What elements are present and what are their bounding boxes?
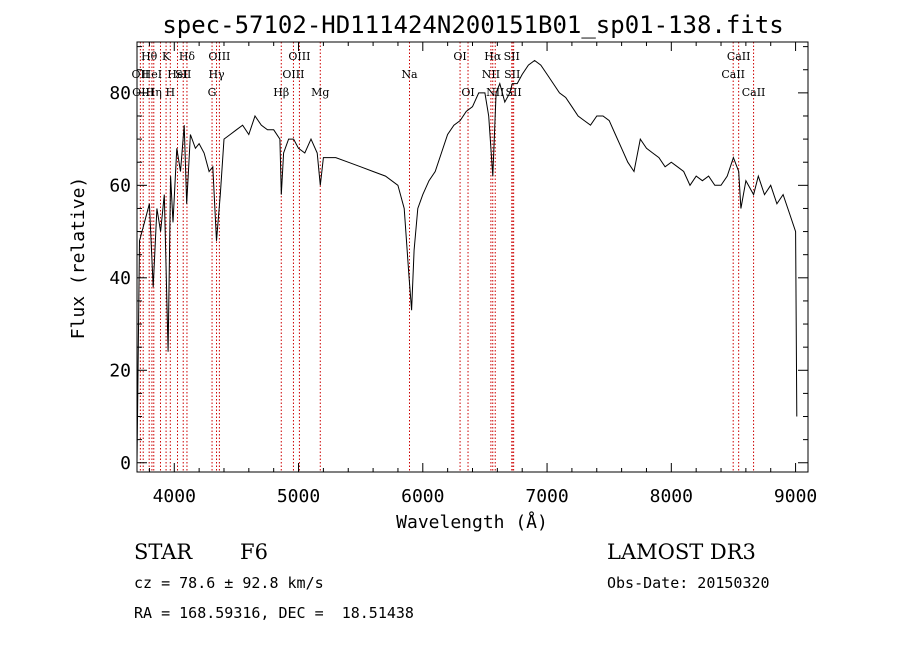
marker-label: G bbox=[208, 86, 217, 99]
marker-label: OII bbox=[131, 68, 149, 81]
y-tick-label: 0 bbox=[120, 453, 131, 474]
x-tick-label: 8000 bbox=[650, 486, 693, 507]
spectrum-line bbox=[136, 59, 798, 463]
object-subclass: F6 bbox=[240, 540, 268, 564]
marker-label: CaII bbox=[742, 86, 766, 99]
x-tick-label: 6000 bbox=[401, 486, 444, 507]
marker-label: K bbox=[162, 50, 171, 63]
object-class: STAR bbox=[134, 540, 193, 564]
x-axis: 4000 5000 6000 7000 8000 9000 bbox=[148, 42, 817, 507]
x-tick-label: 7000 bbox=[525, 486, 568, 507]
line-marker-labels: OIIOIIIHθHeIHηKHHeISIIHδGHγOIIIHβOIIIOII… bbox=[131, 50, 765, 99]
redshift-readout: cz = 78.6 ± 92.8 km/s bbox=[134, 574, 324, 592]
marker-label: HeI bbox=[167, 68, 187, 81]
marker-label: Hγ bbox=[208, 68, 225, 81]
marker-label: SII bbox=[504, 68, 520, 81]
y-tick-label: 20 bbox=[109, 360, 131, 381]
marker-label: CaII bbox=[721, 68, 745, 81]
marker-label: OI bbox=[461, 86, 474, 99]
marker-label: Na bbox=[401, 68, 418, 81]
marker-label: Hθ bbox=[141, 50, 158, 63]
y-axis-label: Flux (relative) bbox=[68, 177, 89, 340]
observation-date: Obs-Date: 20150320 bbox=[607, 574, 770, 592]
x-tick-label: 9000 bbox=[774, 486, 817, 507]
marker-label: CaII bbox=[727, 50, 751, 63]
marker-label: NII bbox=[482, 68, 500, 81]
y-axis: 0 20 40 60 80 bbox=[109, 46, 808, 474]
marker-label: SII bbox=[506, 86, 522, 99]
marker-label: OIII bbox=[282, 68, 304, 81]
chart-title: spec-57102-HD111424N200151B01_sp01-138.f… bbox=[162, 11, 783, 39]
x-tick-label: 4000 bbox=[153, 486, 196, 507]
marker-label: SII bbox=[504, 50, 520, 63]
marker-label: HeI bbox=[142, 68, 162, 81]
marker-label: Hδ bbox=[179, 50, 196, 63]
marker-label: NII bbox=[486, 86, 504, 99]
coordinates: RA = 168.59316, DEC = 18.51438 bbox=[134, 604, 414, 622]
marker-label: Mg bbox=[311, 86, 329, 99]
line-markers bbox=[139, 42, 755, 472]
marker-label: Hα bbox=[484, 50, 502, 63]
marker-label: Hη bbox=[146, 86, 162, 99]
marker-label: Hβ bbox=[273, 86, 289, 99]
marker-label: OIII bbox=[288, 50, 310, 63]
x-axis-label: Wavelength (Å) bbox=[396, 511, 548, 533]
marker-label: OIII bbox=[208, 50, 230, 63]
marker-label: H bbox=[166, 86, 176, 99]
marker-label: OI bbox=[453, 50, 466, 63]
y-tick-label: 60 bbox=[109, 175, 131, 196]
y-tick-label: 40 bbox=[109, 268, 131, 289]
marker-label: SII bbox=[175, 68, 191, 81]
x-tick-label: 5000 bbox=[277, 486, 320, 507]
y-tick-label: 80 bbox=[109, 83, 131, 104]
survey-name: LAMOST DR3 bbox=[607, 540, 756, 564]
